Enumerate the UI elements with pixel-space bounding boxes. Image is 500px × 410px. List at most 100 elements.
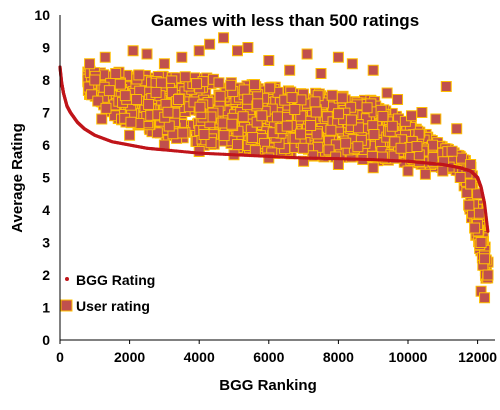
cloud-marker bbox=[264, 82, 276, 94]
cloud-marker bbox=[151, 127, 163, 139]
x-tick-label: 2000 bbox=[114, 349, 145, 365]
cloud-marker bbox=[249, 79, 261, 91]
user-rating-point bbox=[405, 110, 417, 122]
cloud-marker bbox=[295, 128, 307, 140]
y-tick-label: 7 bbox=[42, 105, 50, 121]
cloud-marker bbox=[100, 102, 112, 114]
y-tick-label: 1 bbox=[42, 300, 50, 316]
x-tick-label: 0 bbox=[56, 349, 64, 365]
legend-marker-user-rating bbox=[60, 299, 73, 312]
cloud-marker bbox=[198, 128, 210, 140]
cloud-marker bbox=[238, 84, 250, 96]
cloud-marker bbox=[125, 116, 137, 128]
user-rating-point bbox=[298, 155, 310, 167]
cloud-marker bbox=[463, 199, 475, 211]
legend-label-user-rating: User rating bbox=[76, 298, 150, 314]
user-rating-point bbox=[99, 51, 111, 63]
y-tick-label: 3 bbox=[42, 235, 50, 251]
user-rating-point bbox=[479, 253, 491, 265]
cloud-marker bbox=[194, 101, 206, 113]
cloud-marker bbox=[205, 137, 217, 149]
cloud-marker bbox=[377, 110, 389, 122]
user-rating-point bbox=[96, 113, 108, 125]
cloud-marker bbox=[213, 77, 225, 89]
cloud-marker bbox=[323, 144, 335, 156]
cloud-marker bbox=[310, 106, 322, 118]
cloud-marker bbox=[237, 111, 249, 123]
cloud-marker bbox=[162, 106, 174, 118]
cloud-marker bbox=[226, 118, 238, 130]
user-rating-point bbox=[430, 113, 442, 125]
user-rating-point bbox=[416, 107, 428, 118]
cloud-marker bbox=[155, 77, 167, 89]
user-rating-point bbox=[367, 64, 379, 76]
y-tick-label: 4 bbox=[42, 202, 50, 218]
cloud-marker bbox=[413, 128, 425, 140]
y-tick-label: 6 bbox=[42, 137, 50, 153]
cloud-marker bbox=[345, 114, 357, 126]
legend: BGG Rating User rating bbox=[60, 272, 155, 314]
y-tick-label: 5 bbox=[42, 170, 50, 186]
cloud-marker bbox=[446, 145, 458, 157]
user-rating-point bbox=[473, 207, 485, 219]
user-rating-point bbox=[402, 165, 414, 177]
cloud-marker bbox=[85, 89, 97, 101]
cloud-marker bbox=[133, 69, 145, 81]
user-rating-point bbox=[367, 162, 379, 174]
x-tick-label: 4000 bbox=[184, 349, 215, 365]
cloud-marker bbox=[345, 101, 357, 113]
user-rating-point bbox=[141, 48, 153, 60]
user-rating-point bbox=[89, 74, 101, 86]
cloud-marker bbox=[336, 92, 348, 104]
user-rating-point bbox=[242, 42, 254, 53]
x-tick-label: 6000 bbox=[253, 349, 284, 365]
user-rating-point bbox=[256, 110, 268, 122]
x-tick-label: 12000 bbox=[458, 349, 497, 365]
cloud-marker bbox=[218, 130, 230, 142]
cloud-marker bbox=[386, 120, 398, 132]
user-rating-point bbox=[479, 292, 491, 304]
tick-labels: 0 2000 4000 6000 8000 10000 12000 0 1 2 3 4 5 6 7 8 9 10 bbox=[34, 7, 497, 365]
user-rating-point bbox=[315, 68, 327, 79]
legend-label-bgg-rating: BGG Rating bbox=[76, 272, 155, 288]
cloud-marker bbox=[411, 141, 423, 153]
cloud-marker bbox=[289, 103, 301, 115]
cloud-marker bbox=[271, 111, 283, 123]
cloud-marker bbox=[456, 152, 468, 164]
user-rating-point bbox=[218, 32, 230, 44]
user-rating-point bbox=[263, 55, 275, 66]
cloud-marker bbox=[360, 113, 372, 125]
user-rating-point bbox=[465, 178, 477, 190]
user-rating-point bbox=[395, 142, 407, 154]
user-rating-point bbox=[392, 94, 404, 105]
cloud-marker bbox=[286, 92, 298, 104]
cloud-marker bbox=[177, 127, 189, 139]
user-rating-point bbox=[127, 45, 139, 57]
cloud-marker bbox=[325, 124, 337, 136]
bgg-rating-point bbox=[486, 229, 490, 233]
user-rating-point bbox=[231, 45, 243, 57]
user-rating-point bbox=[305, 120, 317, 131]
legend-marker-bgg-rating bbox=[65, 277, 69, 281]
cloud-marker bbox=[352, 141, 364, 153]
user-rating-point bbox=[131, 94, 143, 105]
user-rating-point bbox=[419, 168, 431, 180]
cloud-marker bbox=[352, 122, 364, 134]
cloud-marker bbox=[297, 142, 309, 154]
cloud-marker bbox=[427, 151, 439, 163]
user-rating-point bbox=[482, 269, 494, 281]
user-rating-point bbox=[193, 45, 205, 57]
user-rating-point bbox=[158, 58, 170, 70]
cloud-marker bbox=[340, 137, 352, 149]
y-tick-label: 0 bbox=[42, 332, 50, 348]
y-tick-label: 9 bbox=[42, 40, 50, 56]
cloud-marker bbox=[172, 93, 184, 105]
cloud-marker bbox=[469, 222, 481, 234]
cloud-marker bbox=[399, 115, 411, 127]
plot-marks bbox=[58, 32, 494, 304]
x-tick-label: 8000 bbox=[323, 349, 354, 365]
cloud-marker bbox=[150, 86, 162, 98]
user-rating-point bbox=[110, 68, 122, 79]
cloud-marker bbox=[361, 102, 373, 114]
y-tick-label: 2 bbox=[42, 267, 50, 283]
